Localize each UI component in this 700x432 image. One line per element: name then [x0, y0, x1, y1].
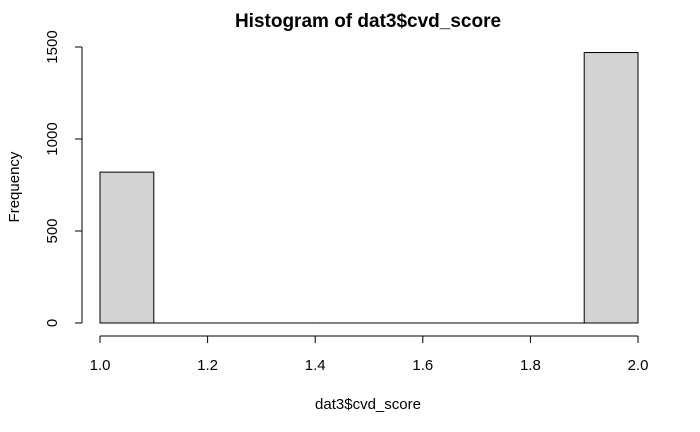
x-axis: 1.0 1.2 1.4 1.6 1.8 2.0 — [90, 335, 649, 374]
x-tick-label: 1.6 — [412, 357, 433, 374]
x-tick-label: 2.0 — [628, 357, 649, 374]
y-axis: 0 500 1000 1500 — [44, 30, 83, 327]
bars-layer — [99, 52, 639, 324]
histogram-bar — [99, 171, 155, 324]
y-tick-label: 0 — [44, 319, 61, 327]
x-tick-label: 1.8 — [520, 357, 541, 374]
histogram-bar — [583, 52, 639, 324]
x-tick-label: 1.2 — [197, 357, 218, 374]
x-axis-label: dat3$cvd_score — [315, 396, 421, 413]
y-axis-label: Frequency — [6, 151, 23, 222]
x-tick-label: 1.4 — [305, 357, 326, 374]
y-tick-label: 500 — [44, 218, 61, 243]
y-tick-label: 1500 — [44, 30, 61, 63]
y-tick-label: 1000 — [44, 122, 61, 155]
chart-title: Histogram of dat3$cvd_score — [235, 11, 501, 32]
x-tick-label: 1.0 — [90, 357, 111, 374]
